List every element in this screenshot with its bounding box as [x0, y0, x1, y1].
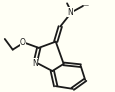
Text: N: N [67, 8, 73, 17]
Text: O: O [20, 38, 26, 47]
Text: N: N [32, 59, 37, 68]
Text: —: — [81, 2, 88, 8]
